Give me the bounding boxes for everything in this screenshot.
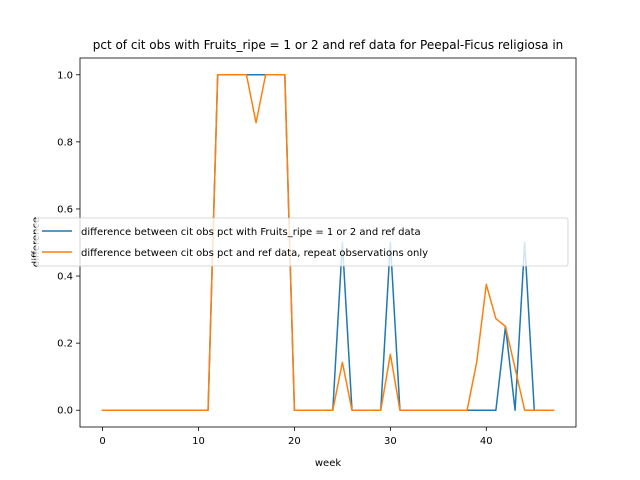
x-axis: 0 10 20 30 40 xyxy=(99,427,493,447)
legend: difference between cit obs pct with Frui… xyxy=(35,217,569,267)
y-tick-label: 0.2 xyxy=(57,339,73,350)
x-tick-label: 40 xyxy=(480,436,493,447)
chart-title: pct of cit obs with Fruits_ripe = 1 or 2… xyxy=(93,38,564,52)
y-axis: 0.0 0.2 0.4 0.6 0.8 1.0 xyxy=(57,70,80,417)
y-tick-label: 0.0 xyxy=(57,406,73,417)
y-tick-label: 1.0 xyxy=(57,70,73,81)
x-tick-label: 20 xyxy=(288,436,301,447)
legend-box xyxy=(35,217,569,267)
x-tick-label: 30 xyxy=(384,436,397,447)
x-tick-label: 10 xyxy=(192,436,205,447)
legend-label-series-2: difference between cit obs pct and ref d… xyxy=(81,248,428,259)
lines-layer xyxy=(101,74,555,411)
x-axis-label: week xyxy=(315,458,341,469)
y-tick-label: 0.6 xyxy=(57,204,73,215)
y-tick-label: 0.4 xyxy=(57,272,73,283)
x-tick-label: 0 xyxy=(99,436,105,447)
series-line-2 xyxy=(101,74,555,411)
legend-label-series-1: difference between cit obs pct with Frui… xyxy=(81,227,421,238)
y-tick-label: 0.8 xyxy=(57,137,73,148)
